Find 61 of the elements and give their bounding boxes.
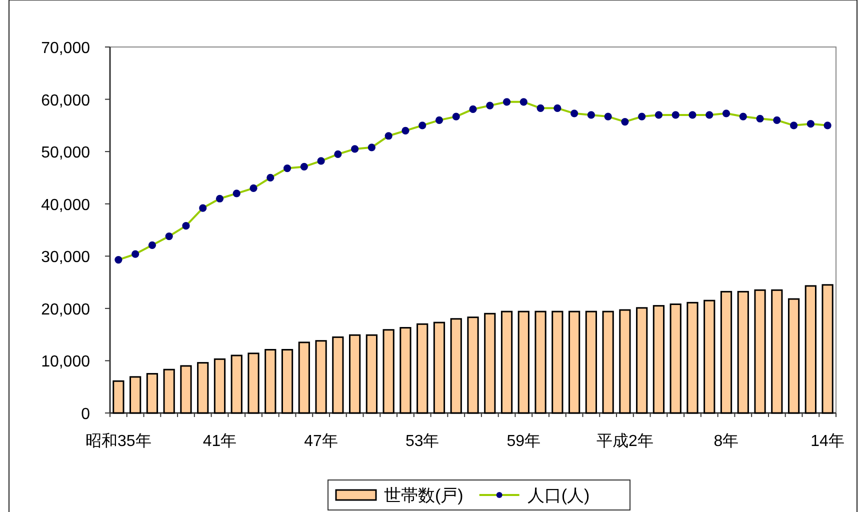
x-tick-label: 14年 — [810, 433, 844, 450]
bar — [433, 322, 446, 414]
bar — [214, 358, 226, 414]
legend-label: 人口(人) — [527, 486, 590, 505]
bar — [230, 354, 242, 414]
x-tick-label: 53年 — [405, 433, 440, 450]
bar — [366, 334, 378, 414]
x-tick-label: 8年 — [714, 433, 739, 450]
bar — [484, 312, 496, 414]
bar — [704, 300, 716, 414]
bar — [248, 352, 260, 414]
bar — [349, 334, 361, 414]
y-tick-label: 40,000 — [41, 196, 90, 214]
legend-label: 世帯数(戸) — [384, 486, 464, 505]
bar — [332, 336, 344, 414]
bar — [619, 309, 631, 414]
bar — [281, 348, 294, 414]
bar — [264, 348, 276, 414]
x-tick-label: 平成2年 — [596, 432, 654, 450]
bar — [180, 365, 192, 414]
y-tick-label: 70,000 — [41, 40, 90, 57]
y-tick-label: 0 — [81, 406, 90, 423]
bar — [771, 289, 783, 414]
bar — [400, 327, 412, 414]
bar — [652, 305, 665, 414]
bar — [534, 310, 546, 414]
bar — [518, 310, 530, 414]
x-tick-label: 41年 — [202, 433, 237, 450]
y-tick-label: 30,000 — [41, 249, 90, 266]
y-tick-label: 10,000 — [41, 354, 90, 371]
bar — [602, 310, 614, 414]
bar — [568, 310, 580, 414]
bar — [416, 323, 428, 414]
bar — [382, 329, 394, 414]
bar — [552, 310, 564, 414]
bar — [315, 340, 327, 414]
bar — [804, 285, 816, 414]
x-tick-label: 59年 — [506, 433, 541, 450]
x-tick-label: 47年 — [304, 433, 338, 450]
bar — [720, 290, 732, 414]
bar — [450, 318, 462, 414]
bar — [636, 307, 648, 414]
bar — [737, 290, 749, 414]
bar — [112, 380, 124, 414]
bar — [500, 310, 513, 414]
bar — [197, 362, 209, 414]
bar — [585, 310, 597, 414]
x-tick-label: 昭和35年 — [86, 432, 152, 450]
bar — [822, 284, 834, 414]
bar — [130, 376, 142, 414]
bar — [163, 368, 175, 414]
bar — [788, 298, 800, 414]
bar — [467, 316, 479, 414]
y-tick-label: 60,000 — [41, 92, 90, 110]
y-tick-label: 50,000 — [41, 144, 90, 162]
bar — [298, 342, 310, 414]
bar — [670, 303, 682, 414]
bar — [686, 302, 698, 414]
y-tick-label: 20,000 — [41, 301, 90, 318]
bar — [754, 289, 766, 414]
bar — [146, 373, 158, 414]
